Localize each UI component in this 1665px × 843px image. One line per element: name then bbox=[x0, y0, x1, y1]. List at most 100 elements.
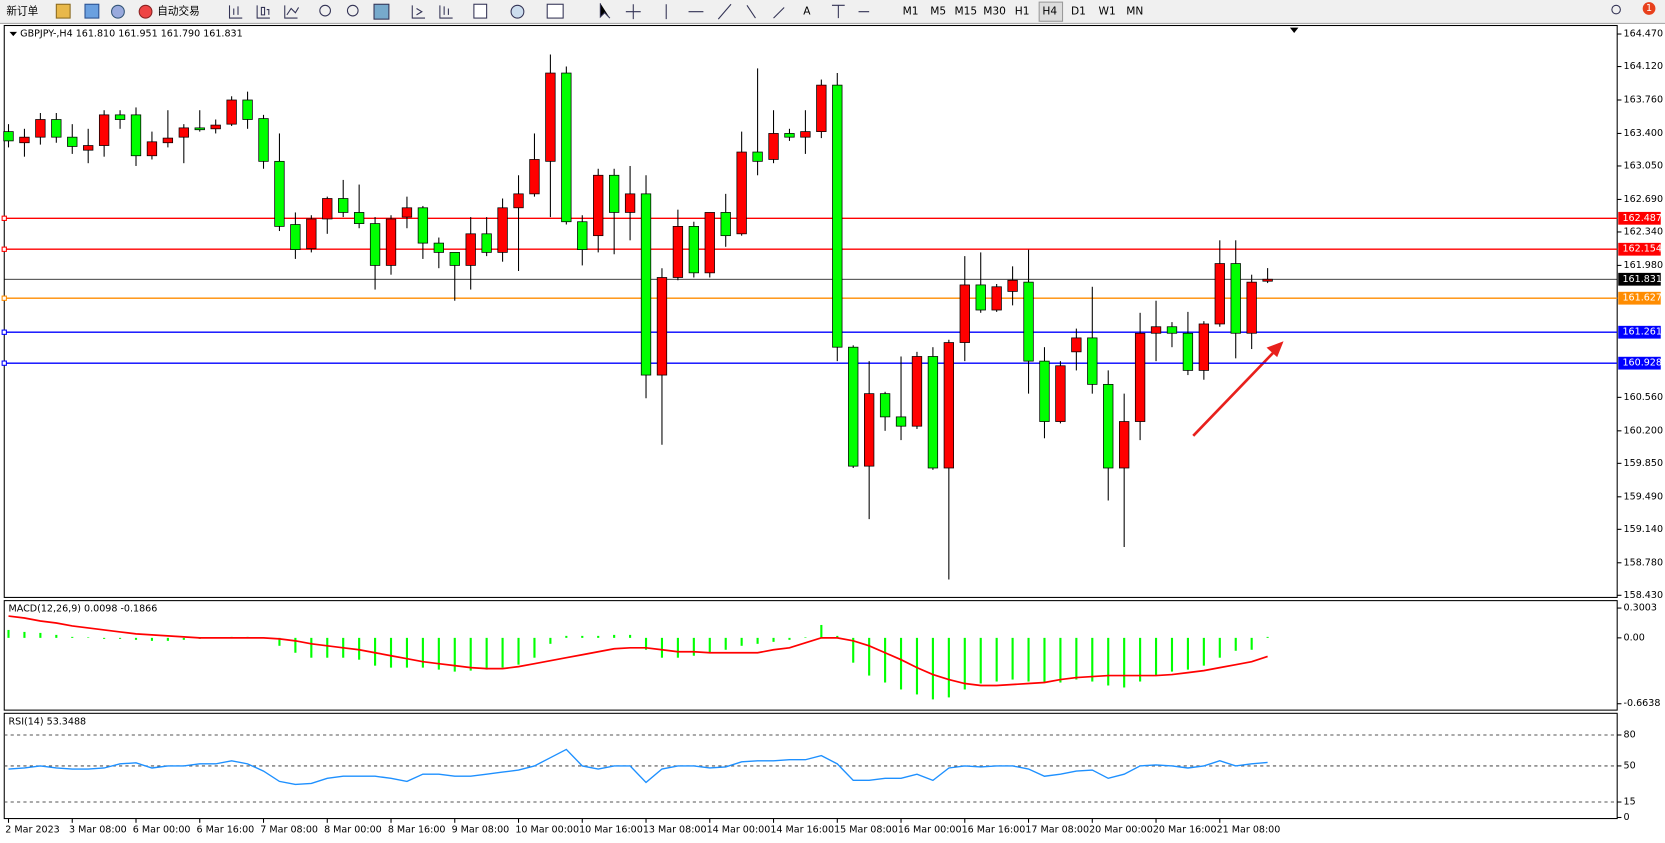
icon[interactable] bbox=[510, 4, 525, 19]
icon[interactable] bbox=[546, 3, 564, 19]
auto-trading-button[interactable]: 自动交易 bbox=[157, 5, 199, 18]
rsi-title: RSI(14) 53.3488 bbox=[9, 716, 87, 727]
timeframe-button[interactable]: H4 bbox=[1042, 5, 1057, 18]
icon[interactable] bbox=[138, 4, 153, 19]
candle-body bbox=[98, 114, 110, 146]
timeframe-button[interactable]: M5 bbox=[930, 5, 946, 18]
price-tag-label: 162.154 bbox=[1622, 244, 1661, 255]
candle-body bbox=[593, 174, 604, 237]
candle-body bbox=[449, 252, 460, 266]
y-tick-label: -0.6638 bbox=[1624, 698, 1661, 709]
icon[interactable] bbox=[625, 4, 641, 20]
candle-body bbox=[194, 127, 205, 131]
candle-body bbox=[242, 99, 253, 120]
icon[interactable]: A bbox=[803, 5, 811, 18]
y-tick-label: 164.470 bbox=[1624, 29, 1663, 40]
candle-body bbox=[130, 114, 142, 157]
price-tag-label: 162.487 bbox=[1622, 213, 1661, 224]
candle-body bbox=[274, 160, 285, 227]
candle-body bbox=[1150, 326, 1162, 334]
candle-body bbox=[1007, 279, 1018, 292]
icon[interactable] bbox=[319, 4, 331, 17]
candle-body bbox=[322, 198, 333, 220]
macd-title: MACD(12,26,9) 0.0098 -0.1866 bbox=[9, 604, 158, 615]
icon[interactable] bbox=[665, 3, 870, 20]
icon[interactable] bbox=[373, 3, 390, 20]
tool-icons: A bbox=[228, 3, 1621, 20]
icon[interactable] bbox=[439, 5, 453, 19]
icon[interactable] bbox=[111, 4, 125, 19]
price-tag-label: 161.627 bbox=[1622, 293, 1661, 304]
candle-body bbox=[816, 84, 827, 132]
x-tick-label: 17 Mar 08:00 bbox=[1025, 825, 1089, 836]
timeframe-button[interactable]: MN bbox=[1126, 5, 1143, 18]
y-tick-label: 159.850 bbox=[1624, 458, 1663, 469]
y-tick-label: 163.050 bbox=[1624, 160, 1663, 171]
candle-body bbox=[146, 141, 158, 157]
candle-body bbox=[35, 119, 46, 138]
timeframe-button[interactable]: D1 bbox=[1071, 5, 1086, 18]
notification-badge[interactable] bbox=[1642, 2, 1656, 15]
icon[interactable] bbox=[84, 3, 100, 19]
candle-body bbox=[736, 151, 747, 235]
candle-body bbox=[991, 286, 1002, 311]
timeframe-button[interactable]: M30 bbox=[983, 5, 1006, 18]
level-handle bbox=[1, 295, 7, 301]
candle-body bbox=[688, 226, 699, 274]
candle-body bbox=[1039, 360, 1050, 422]
active-timeframe bbox=[1038, 1, 1064, 22]
timeframe-button[interactable]: M15 bbox=[955, 5, 978, 18]
y-tick-label: 163.760 bbox=[1624, 94, 1663, 105]
candle-body bbox=[513, 193, 524, 209]
y-tick-label: 158.430 bbox=[1624, 590, 1663, 601]
price-tag bbox=[1618, 242, 1661, 256]
x-tick-label: 6 Mar 16:00 bbox=[197, 825, 255, 836]
icon[interactable] bbox=[473, 3, 488, 19]
x-tick-label: 14 Mar 16:00 bbox=[770, 825, 834, 836]
icon[interactable] bbox=[411, 5, 426, 19]
arrow-shaft bbox=[1192, 349, 1277, 437]
y-tick-label: 159.490 bbox=[1624, 491, 1663, 502]
price-tag bbox=[1618, 211, 1661, 225]
arrow-head bbox=[1266, 341, 1284, 358]
title-marker bbox=[9, 31, 18, 37]
icon[interactable] bbox=[256, 5, 270, 19]
candle-body bbox=[338, 198, 349, 213]
candle-body bbox=[306, 218, 317, 250]
price-tag bbox=[1618, 272, 1661, 286]
price-tag bbox=[1618, 291, 1661, 305]
price-tag bbox=[1618, 356, 1661, 370]
candle-body bbox=[67, 136, 78, 147]
main-panel bbox=[3, 24, 1618, 598]
icon[interactable] bbox=[599, 3, 611, 19]
x-tick-label: 15 Mar 08:00 bbox=[834, 825, 898, 836]
y-tick-label: 160.200 bbox=[1624, 425, 1663, 436]
candle-body bbox=[1214, 263, 1225, 325]
icon[interactable] bbox=[284, 5, 300, 19]
candle-body bbox=[720, 212, 731, 237]
candle-body bbox=[752, 151, 763, 162]
candle-body bbox=[290, 224, 301, 250]
search-icon[interactable] bbox=[1611, 4, 1621, 15]
timeframe-button[interactable]: M1 bbox=[903, 5, 919, 18]
timeframe-button[interactable]: H1 bbox=[1015, 5, 1030, 18]
new-order-button[interactable]: 新订单 bbox=[6, 5, 38, 18]
icon[interactable] bbox=[346, 4, 359, 17]
candle-body bbox=[545, 72, 556, 162]
candle-body bbox=[1134, 332, 1146, 422]
y-tick-label: 163.400 bbox=[1624, 128, 1663, 139]
level-handle bbox=[1, 215, 7, 221]
x-tick-label: 6 Mar 00:00 bbox=[133, 825, 191, 836]
price-tag-label: 160.928 bbox=[1622, 358, 1661, 369]
x-tick-label: 20 Mar 00:00 bbox=[1089, 825, 1153, 836]
icon[interactable] bbox=[55, 3, 71, 19]
candle-body bbox=[784, 133, 795, 138]
icon[interactable] bbox=[228, 5, 243, 19]
y-tick-label: 0.00 bbox=[1624, 632, 1645, 643]
timeframe-button[interactable]: W1 bbox=[1099, 5, 1116, 18]
x-tick-label: 3 Mar 08:00 bbox=[69, 825, 127, 836]
candle-body bbox=[624, 193, 636, 213]
candle-body bbox=[1103, 383, 1114, 469]
